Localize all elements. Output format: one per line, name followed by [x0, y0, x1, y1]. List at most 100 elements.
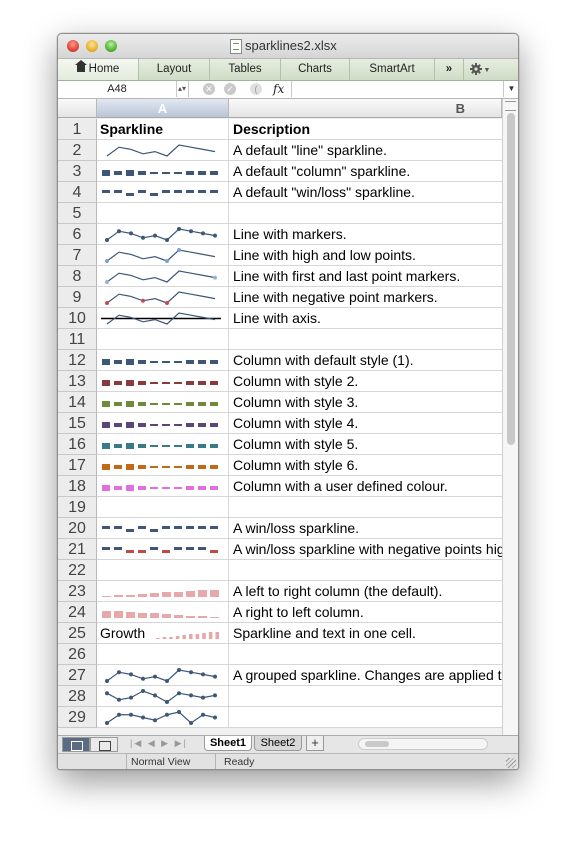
cell-a[interactable] — [97, 413, 229, 434]
formula-input[interactable] — [291, 81, 504, 97]
row-header[interactable]: 17 — [58, 455, 97, 476]
cell-b[interactable] — [229, 707, 502, 728]
cell-a[interactable] — [97, 392, 229, 413]
cell-a[interactable] — [97, 560, 229, 581]
row-header[interactable]: 16 — [58, 434, 97, 455]
cell-b[interactable]: Line with axis. — [229, 308, 502, 329]
zoom-button[interactable] — [105, 40, 117, 52]
row-header[interactable]: 18 — [58, 476, 97, 497]
row-header[interactable]: 21 — [58, 539, 97, 560]
cell-b[interactable]: Column with style 2. — [229, 371, 502, 392]
cell-a[interactable] — [97, 308, 229, 329]
cell-b[interactable]: Column with style 3. — [229, 392, 502, 413]
cell-a[interactable]: Sparkline — [97, 119, 229, 140]
ribbon-settings-button[interactable]: ▼ — [464, 59, 494, 80]
cell-a[interactable] — [97, 224, 229, 245]
cell-a[interactable] — [97, 434, 229, 455]
cell-a[interactable] — [97, 161, 229, 182]
cell-b[interactable]: A win/loss sparkline with negative point… — [229, 539, 502, 560]
cell-b[interactable]: Sparkline and text in one cell. — [229, 623, 502, 644]
row-header[interactable]: 3 — [58, 161, 97, 182]
cell-a[interactable] — [97, 245, 229, 266]
cell-b[interactable]: A default "column" sparkline. — [229, 161, 502, 182]
row-header[interactable]: 19 — [58, 497, 97, 518]
cell-a[interactable] — [97, 518, 229, 539]
cell-a[interactable] — [97, 350, 229, 371]
row-header[interactable]: 5 — [58, 203, 97, 224]
select-all-corner[interactable] — [58, 99, 97, 118]
row-header[interactable]: 27 — [58, 665, 97, 686]
cell-b[interactable]: Line with high and low points. — [229, 245, 502, 266]
cell-b[interactable]: Column with a user defined colour. — [229, 476, 502, 497]
row-header[interactable]: 11 — [58, 329, 97, 350]
row-header[interactable]: 12 — [58, 350, 97, 371]
row-header[interactable]: 22 — [58, 560, 97, 581]
cell-a[interactable] — [97, 497, 229, 518]
row-header[interactable]: 2 — [58, 140, 97, 161]
cell-a[interactable] — [97, 644, 229, 665]
cell-b[interactable] — [229, 329, 502, 350]
cell-a[interactable] — [97, 686, 229, 707]
cell-a[interactable] — [97, 329, 229, 350]
cell-b[interactable]: Line with negative point markers. — [229, 287, 502, 308]
cell-b[interactable]: A right to left column. — [229, 602, 502, 623]
formula-dropdown-icon[interactable]: ▼ — [503, 81, 518, 97]
cell-a[interactable] — [97, 665, 229, 686]
cell-a[interactable] — [97, 266, 229, 287]
row-header[interactable]: 28 — [58, 686, 97, 707]
minimize-button[interactable] — [86, 40, 98, 52]
column-header-a[interactable]: A — [97, 99, 229, 118]
page-layout-view-button[interactable] — [90, 737, 118, 752]
row-header[interactable]: 13 — [58, 371, 97, 392]
tab-smartart[interactable]: SmartArt — [350, 59, 435, 80]
cell-b[interactable] — [229, 203, 502, 224]
row-header[interactable]: 26 — [58, 644, 97, 665]
sheet-nav-arrows[interactable]: |◀ ◀ ▶ ▶| — [130, 738, 188, 748]
row-header[interactable]: 4 — [58, 182, 97, 203]
cell-b[interactable]: A left to right column (the default). — [229, 581, 502, 602]
horizontal-scroll-thumb[interactable] — [365, 741, 389, 747]
cell-b[interactable] — [229, 497, 502, 518]
row-header[interactable]: 15 — [58, 413, 97, 434]
sheet-tab-1[interactable]: Sheet1 — [204, 736, 252, 751]
cell-a[interactable] — [97, 371, 229, 392]
tab-home[interactable]: Home — [58, 59, 139, 80]
row-header[interactable]: 29 — [58, 707, 97, 728]
row-header[interactable]: 14 — [58, 392, 97, 413]
cell-b[interactable]: A default "win/loss" sparkline. — [229, 182, 502, 203]
cell-a[interactable] — [97, 182, 229, 203]
fx-icon[interactable]: fx — [273, 82, 285, 96]
ribbon-overflow-button[interactable]: » — [435, 59, 464, 80]
cell-b[interactable]: Line with first and last point markers. — [229, 266, 502, 287]
name-box-stepper[interactable]: ▴▾ — [176, 81, 189, 97]
add-sheet-button[interactable]: + — [306, 736, 324, 751]
cell-b[interactable]: Column with style 4. — [229, 413, 502, 434]
cell-b[interactable]: Column with style 6. — [229, 455, 502, 476]
row-header[interactable]: 23 — [58, 581, 97, 602]
tab-layout[interactable]: Layout — [139, 59, 210, 80]
cell-b[interactable]: Line with markers. — [229, 224, 502, 245]
row-header[interactable]: 9 — [58, 287, 97, 308]
cell-b[interactable] — [229, 686, 502, 707]
horizontal-scrollbar[interactable] — [358, 738, 488, 750]
tab-tables[interactable]: Tables — [210, 59, 281, 80]
cell-b[interactable] — [229, 560, 502, 581]
split-handle[interactable] — [505, 101, 516, 111]
cancel-icon[interactable]: ✕ — [203, 83, 215, 95]
row-header[interactable]: 8 — [58, 266, 97, 287]
row-header[interactable]: 25 — [58, 623, 97, 644]
sheet-tab-2[interactable]: Sheet2 — [254, 736, 302, 751]
close-button[interactable] — [67, 40, 79, 52]
resize-grip[interactable] — [506, 758, 516, 768]
cell-a[interactable] — [97, 140, 229, 161]
cell-b[interactable]: A default "line" sparkline. — [229, 140, 502, 161]
cell-b[interactable]: A win/loss sparkline. — [229, 518, 502, 539]
cell-a[interactable] — [97, 455, 229, 476]
check-icon[interactable]: ✓ — [224, 83, 236, 95]
row-header[interactable]: 10 — [58, 308, 97, 329]
cell-a[interactable] — [97, 203, 229, 224]
cell-a[interactable] — [97, 287, 229, 308]
cell-a[interactable] — [97, 602, 229, 623]
cell-b[interactable]: Column with default style (1). — [229, 350, 502, 371]
column-header-b[interactable]: B — [229, 99, 502, 118]
